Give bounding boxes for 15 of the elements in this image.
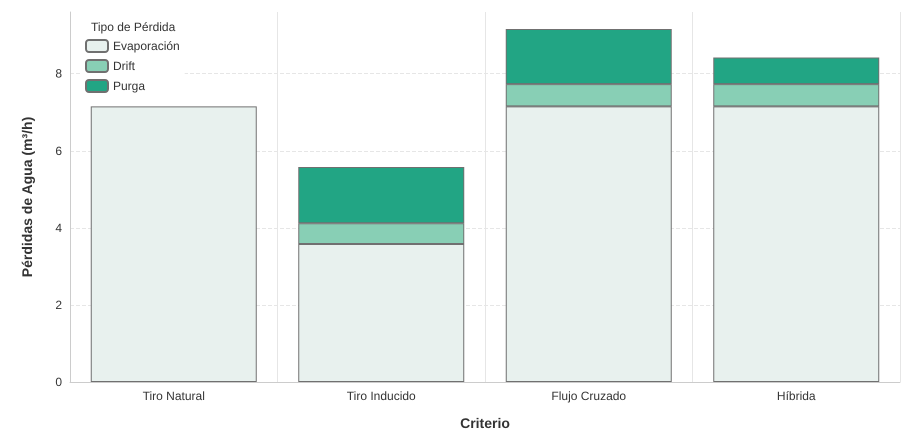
y-tick-label: 4 <box>55 220 62 235</box>
legend-label: Evaporación <box>113 39 180 53</box>
y-tick-label: 6 <box>55 144 62 158</box>
y-tick-label: 8 <box>55 66 62 81</box>
x-axis-title: Criterio <box>460 415 510 431</box>
x-tick-label: Flujo Cruzado <box>551 389 626 403</box>
legend-label: Purga <box>113 79 146 93</box>
legend-label: Drift <box>113 59 136 73</box>
x-tick-label: Híbrida <box>776 389 816 403</box>
y-tick-label: 0 <box>55 375 62 389</box>
y-tick-label: 2 <box>55 298 62 312</box>
legend-title: Tipo de Pérdida <box>91 20 176 34</box>
x-tick-label: Tiro Inducido <box>346 389 416 403</box>
y-axis-title: Pérdidas de Agua (m³/h) <box>19 116 35 278</box>
x-tick-label: Tiro Natural <box>142 389 205 403</box>
